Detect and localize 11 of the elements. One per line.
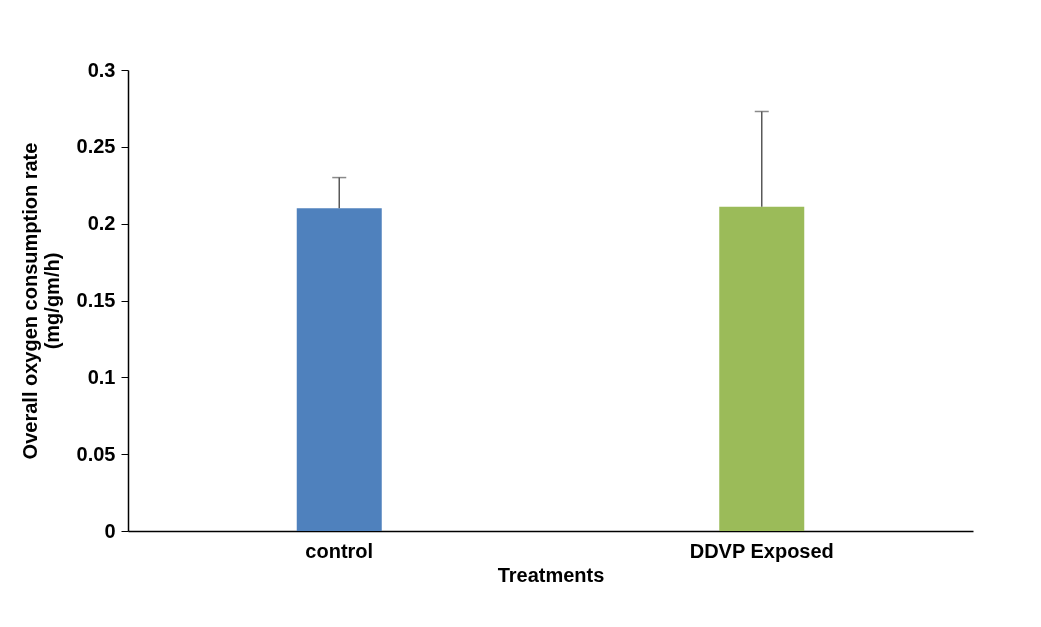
y-tick-label: 0.15	[76, 289, 116, 311]
y-tick-label: 0.25	[76, 135, 116, 158]
x-tick-label: control	[305, 539, 374, 562]
y-tick-label: 0	[104, 519, 116, 542]
y-tick-label: 0.05	[76, 442, 116, 465]
y-axis-title: Overall oxygen consumption rate (mg/gm/h)	[18, 142, 63, 460]
x-axis-title: Treatments	[497, 563, 605, 586]
y-tick-label: 0.3	[87, 58, 116, 81]
y-tick-label: 0.2	[87, 212, 116, 235]
x-tick-label: DDVP Exposed	[689, 539, 834, 562]
y-tick-label: 0.1	[87, 365, 116, 388]
